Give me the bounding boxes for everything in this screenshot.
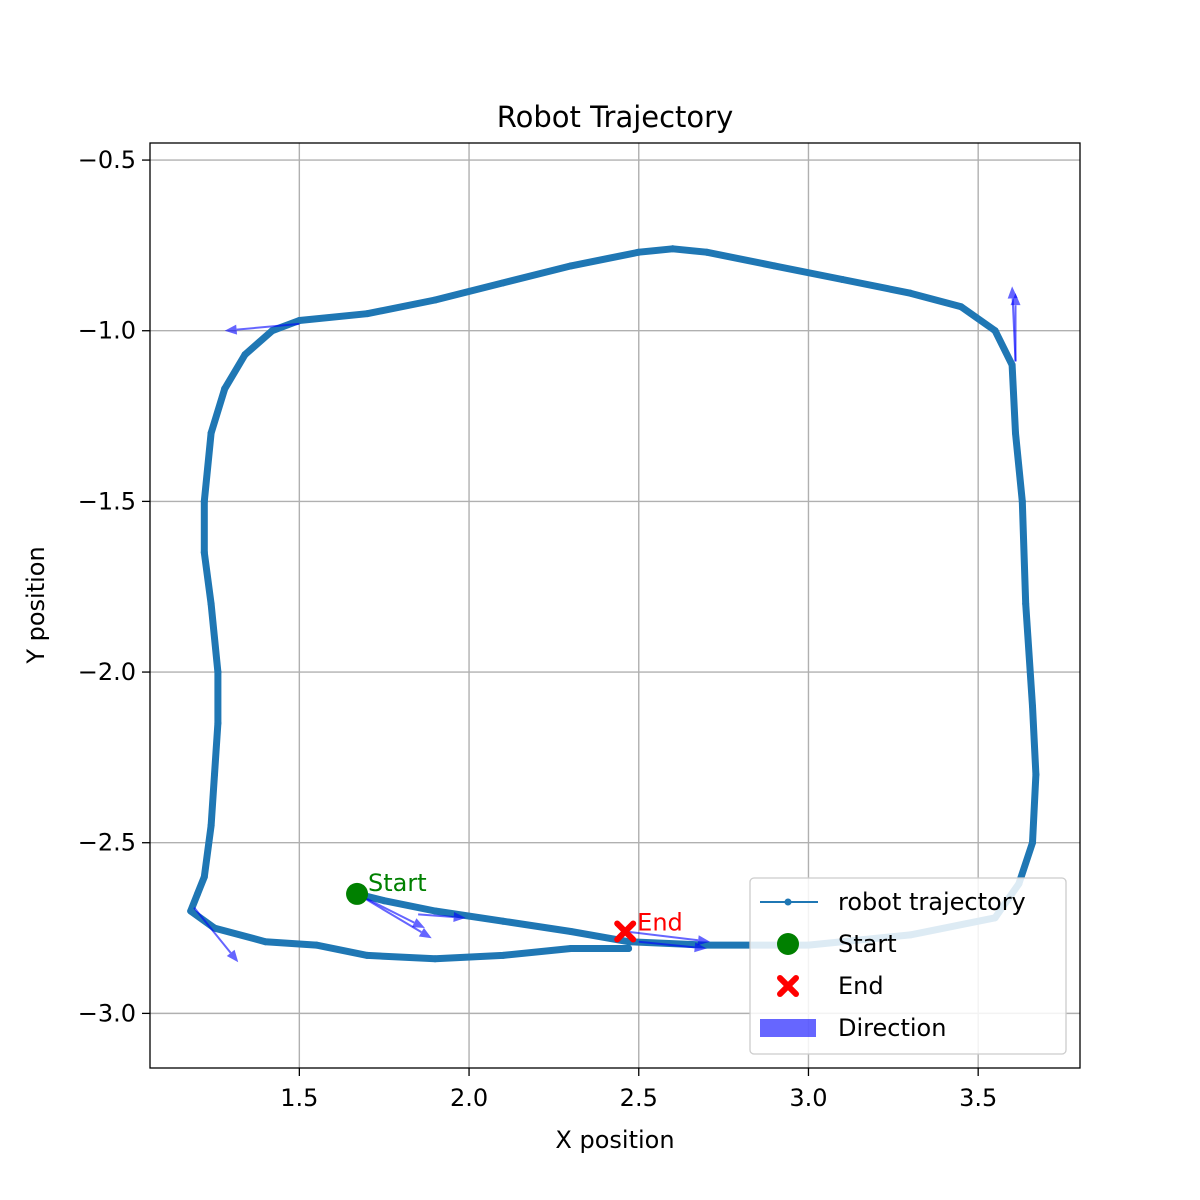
y-tick-label: −1.5: [78, 487, 136, 515]
trajectory-point: [499, 951, 507, 959]
y-axis: −0.5 −1.0 −1.5 −2.0 −2.5 −3.0: [78, 146, 150, 1027]
direction-arrow-shaft: [236, 322, 300, 331]
y-tick-label: −2.5: [78, 829, 136, 857]
trajectory-point: [957, 303, 965, 311]
direction-arrow-shaft: [638, 940, 695, 949]
trajectory-point: [194, 890, 202, 898]
y-axis-label: Y position: [22, 546, 50, 664]
x-tick-label: 2.0: [450, 1084, 488, 1112]
trajectory-point: [363, 310, 371, 318]
y-tick-label: −2.0: [78, 658, 136, 686]
direction-arrow: [224, 322, 300, 335]
trajectory-point: [703, 941, 711, 949]
y-tick-label: −0.5: [78, 146, 136, 174]
end-marker-stroke: [777, 975, 799, 997]
trajectory-point: [431, 955, 439, 963]
x-tick-label: 3.0: [789, 1084, 827, 1112]
trajectory-point: [499, 917, 507, 925]
trajectory-point: [669, 245, 677, 253]
end-marker: [614, 920, 637, 943]
trajectory-point: [1032, 770, 1040, 778]
trajectory-point: [635, 248, 643, 256]
trajectory-point: [991, 327, 999, 335]
legend-end-swatch: [777, 975, 799, 997]
legend-start-swatch: [777, 933, 799, 955]
legend: robot trajectory Start End Direction: [749, 877, 1067, 1055]
legend-line-marker: [784, 898, 792, 906]
direction-arrow: [1010, 293, 1021, 362]
legend-label: Start: [838, 930, 897, 958]
direction-arrow: [625, 930, 711, 946]
x-tick-label: 1.5: [280, 1084, 318, 1112]
trajectory-point: [567, 262, 575, 270]
trajectory-point: [703, 248, 711, 256]
direction-arrow-shaft: [625, 930, 699, 942]
trajectory-point: [295, 316, 303, 324]
legend-box: [749, 877, 1067, 1055]
x-axis-label: X position: [555, 1126, 674, 1154]
x-axis: 1.5 2.0 2.5 3.0 3.5: [280, 1068, 997, 1112]
trajectory-point: [207, 822, 215, 830]
trajectory-point: [567, 945, 575, 953]
trajectory-point: [380, 897, 388, 905]
y-tick-label: −1.0: [78, 317, 136, 345]
legend-label: robot trajectory: [838, 888, 1026, 916]
trajectory-point: [221, 385, 229, 393]
axes-frame: [149, 142, 1081, 1069]
direction-arrow-shaft: [418, 913, 454, 918]
trajectory-point: [1028, 839, 1036, 847]
trajectory-point: [261, 938, 269, 946]
end-label: End: [637, 908, 683, 936]
direction-arrow-head: [697, 935, 711, 946]
direction-arrow: [418, 911, 466, 922]
direction-arrow-head: [453, 911, 466, 922]
trajectory-point: [906, 289, 914, 297]
x-tick-label: 3.5: [959, 1084, 997, 1112]
direction-arrow-head: [418, 927, 432, 939]
trajectory-point: [499, 279, 507, 287]
direction-arrow-head: [224, 324, 238, 335]
start-label: Start: [368, 869, 427, 897]
trajectory-point: [1028, 702, 1036, 710]
direction-arrow-head: [411, 918, 425, 929]
direction-arrow-head: [226, 949, 239, 963]
legend-direction-swatch: [760, 1019, 816, 1037]
trajectory-point: [431, 296, 439, 304]
direction-arrow: [193, 906, 239, 963]
x-tick-label: 2.5: [620, 1084, 658, 1112]
direction-arrow-shaft: [193, 906, 232, 954]
trajectory-point: [625, 945, 633, 953]
trajectory-point: [312, 941, 320, 949]
trajectory-point: [1012, 429, 1020, 437]
trajectory-point: [241, 351, 249, 359]
trajectory-point: [200, 497, 208, 505]
start-marker: [346, 882, 369, 905]
trajectory-point: [567, 927, 575, 935]
direction-arrow-head: [694, 942, 707, 953]
trajectory-point: [200, 873, 208, 881]
trajectory-point: [214, 719, 222, 727]
trajectory-point: [207, 600, 215, 608]
trajectory-point: [210, 770, 218, 778]
legend-label: End: [838, 972, 884, 1000]
trajectory-point: [1008, 361, 1016, 369]
end-marker-stroke: [614, 920, 637, 943]
trajectory-point: [214, 668, 222, 676]
y-tick-label: −3.0: [78, 999, 136, 1027]
direction-arrow: [638, 940, 707, 953]
trajectory-point: [1018, 497, 1026, 505]
trajectory-point: [431, 907, 439, 915]
trajectory-point: [838, 276, 846, 284]
chart-title: Robot Trajectory: [497, 100, 734, 134]
legend-label: Direction: [838, 1014, 946, 1042]
trajectory-point: [200, 549, 208, 557]
trajectory-point: [363, 951, 371, 959]
direction-arrow-head: [1010, 293, 1021, 306]
trajectory-point: [771, 262, 779, 270]
trajectory-point: [187, 907, 195, 915]
trajectory-point: [1022, 600, 1030, 608]
trajectory-point: [207, 429, 215, 437]
trajectory-point: [268, 327, 276, 335]
